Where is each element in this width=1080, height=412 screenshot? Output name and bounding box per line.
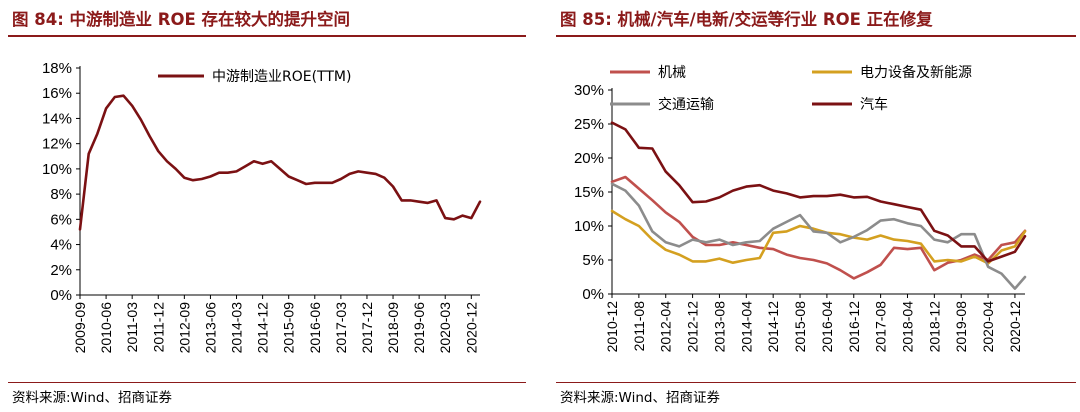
x-tick-label: 2012-04 [658, 301, 674, 353]
legend-label: 电力设备及新能源 [860, 64, 972, 81]
right-figure-panel: 图 85: 机械/汽车/电新/交运等行业 ROE 正在修复 0% 5% 10% 15%… [548, 0, 1080, 412]
y-tick-label: 0% [50, 287, 72, 304]
right-figure-title: 图 85: 机械/汽车/电新/交运等行业 ROE 正在修复 [560, 10, 933, 29]
right-source-note: 资料来源:Wind、招商证券 [560, 390, 720, 406]
x-tick-label: 2014-12 [255, 302, 271, 354]
x-tick-label: 2013-08 [711, 301, 727, 353]
y-tick-label: 8% [50, 186, 72, 203]
x-tick-label: 2015-09 [281, 302, 297, 354]
series-line [610, 209, 1027, 265]
x-tick-label: 2016-04 [819, 301, 835, 353]
x-tick-label: 2011-12 [150, 302, 166, 353]
y-tick-label: 15% [574, 184, 604, 201]
x-tick-label: 2011-08 [631, 301, 647, 352]
x-tick-label: 2010-12 [604, 301, 620, 353]
x-tick-label: 2020-12 [1007, 301, 1023, 353]
left-title-rule [8, 35, 526, 37]
series-line [78, 94, 482, 231]
series-line [610, 121, 1027, 263]
y-tick-label: 18% [42, 60, 72, 77]
left-source-rule [8, 382, 526, 383]
series-line [610, 182, 1027, 290]
x-tick-label: 2013-06 [202, 302, 218, 354]
x-tick-label: 2018-09 [385, 302, 401, 354]
x-tick-label: 2009-09 [72, 302, 88, 354]
x-tick-label: 2020-03 [437, 302, 453, 354]
legend-label: 中游制造业ROE(TTM) [212, 69, 351, 85]
right-source-rule [556, 382, 1076, 383]
x-tick-label: 2012-09 [176, 302, 192, 354]
x-tick-label: 2014-12 [765, 301, 781, 353]
x-tick-label: 2010-06 [98, 302, 114, 354]
x-tick-label: 2018-12 [926, 301, 942, 353]
x-tick-label: 2019-08 [953, 301, 969, 353]
y-tick-label: 25% [574, 116, 604, 133]
y-tick-label: 4% [50, 237, 72, 254]
legend-label: 机械 [658, 65, 686, 81]
left-chart: 0% 2% 4% 6% 8% 10% 12% 14% 16% 18% 2009-09 2010-06 2… [42, 60, 482, 354]
y-tick-label: 10% [574, 218, 604, 235]
legend-label: 交通运输 [658, 96, 714, 113]
x-tick-label: 2012-12 [685, 301, 701, 353]
left-figure-panel: 图 84: 中游制造业 ROE 存在较大的提升空间 0% 2% 4% 6% 8% 10% 1… [0, 0, 530, 412]
y-tick-label: 2% [50, 262, 72, 279]
right-chart: 0% 5% 10% 15% 20% 25% 30% 2010-12 2011-08 2012-04… [574, 64, 1027, 353]
x-tick-label: 2018-04 [899, 301, 915, 353]
x-tick-label: 2017-08 [873, 301, 889, 353]
legend-label: 汽车 [860, 96, 888, 113]
x-tick-label: 2016-12 [846, 301, 862, 353]
x-tick-label: 2015-08 [792, 301, 808, 353]
x-tick-label: 2017-12 [359, 302, 375, 354]
x-tick-label: 2016-06 [307, 302, 323, 354]
x-tick-label: 2020-04 [980, 301, 996, 353]
y-tick-label: 10% [42, 161, 72, 178]
y-tick-label: 16% [42, 85, 72, 102]
left-figure-title: 图 84: 中游制造业 ROE 存在较大的提升空间 [12, 10, 351, 29]
x-tick-label: 2020-12 [463, 302, 479, 354]
y-tick-label: 12% [42, 136, 72, 153]
y-tick-label: 5% [582, 252, 604, 269]
x-tick-label: 2011-03 [124, 302, 140, 353]
y-tick-label: 30% [574, 82, 604, 99]
series-line [610, 175, 1027, 280]
y-tick-label: 0% [582, 286, 604, 303]
y-tick-label: 14% [42, 110, 72, 127]
y-tick-label: 20% [574, 150, 604, 167]
right-title-rule [556, 35, 1076, 37]
x-tick-label: 2014-03 [229, 302, 245, 354]
x-tick-label: 2019-06 [411, 302, 427, 354]
x-tick-label: 2014-04 [738, 301, 754, 353]
y-tick-label: 6% [50, 211, 72, 228]
x-tick-label: 2017-03 [333, 302, 349, 354]
left-source-note: 资料来源:Wind、招商证券 [12, 390, 172, 406]
